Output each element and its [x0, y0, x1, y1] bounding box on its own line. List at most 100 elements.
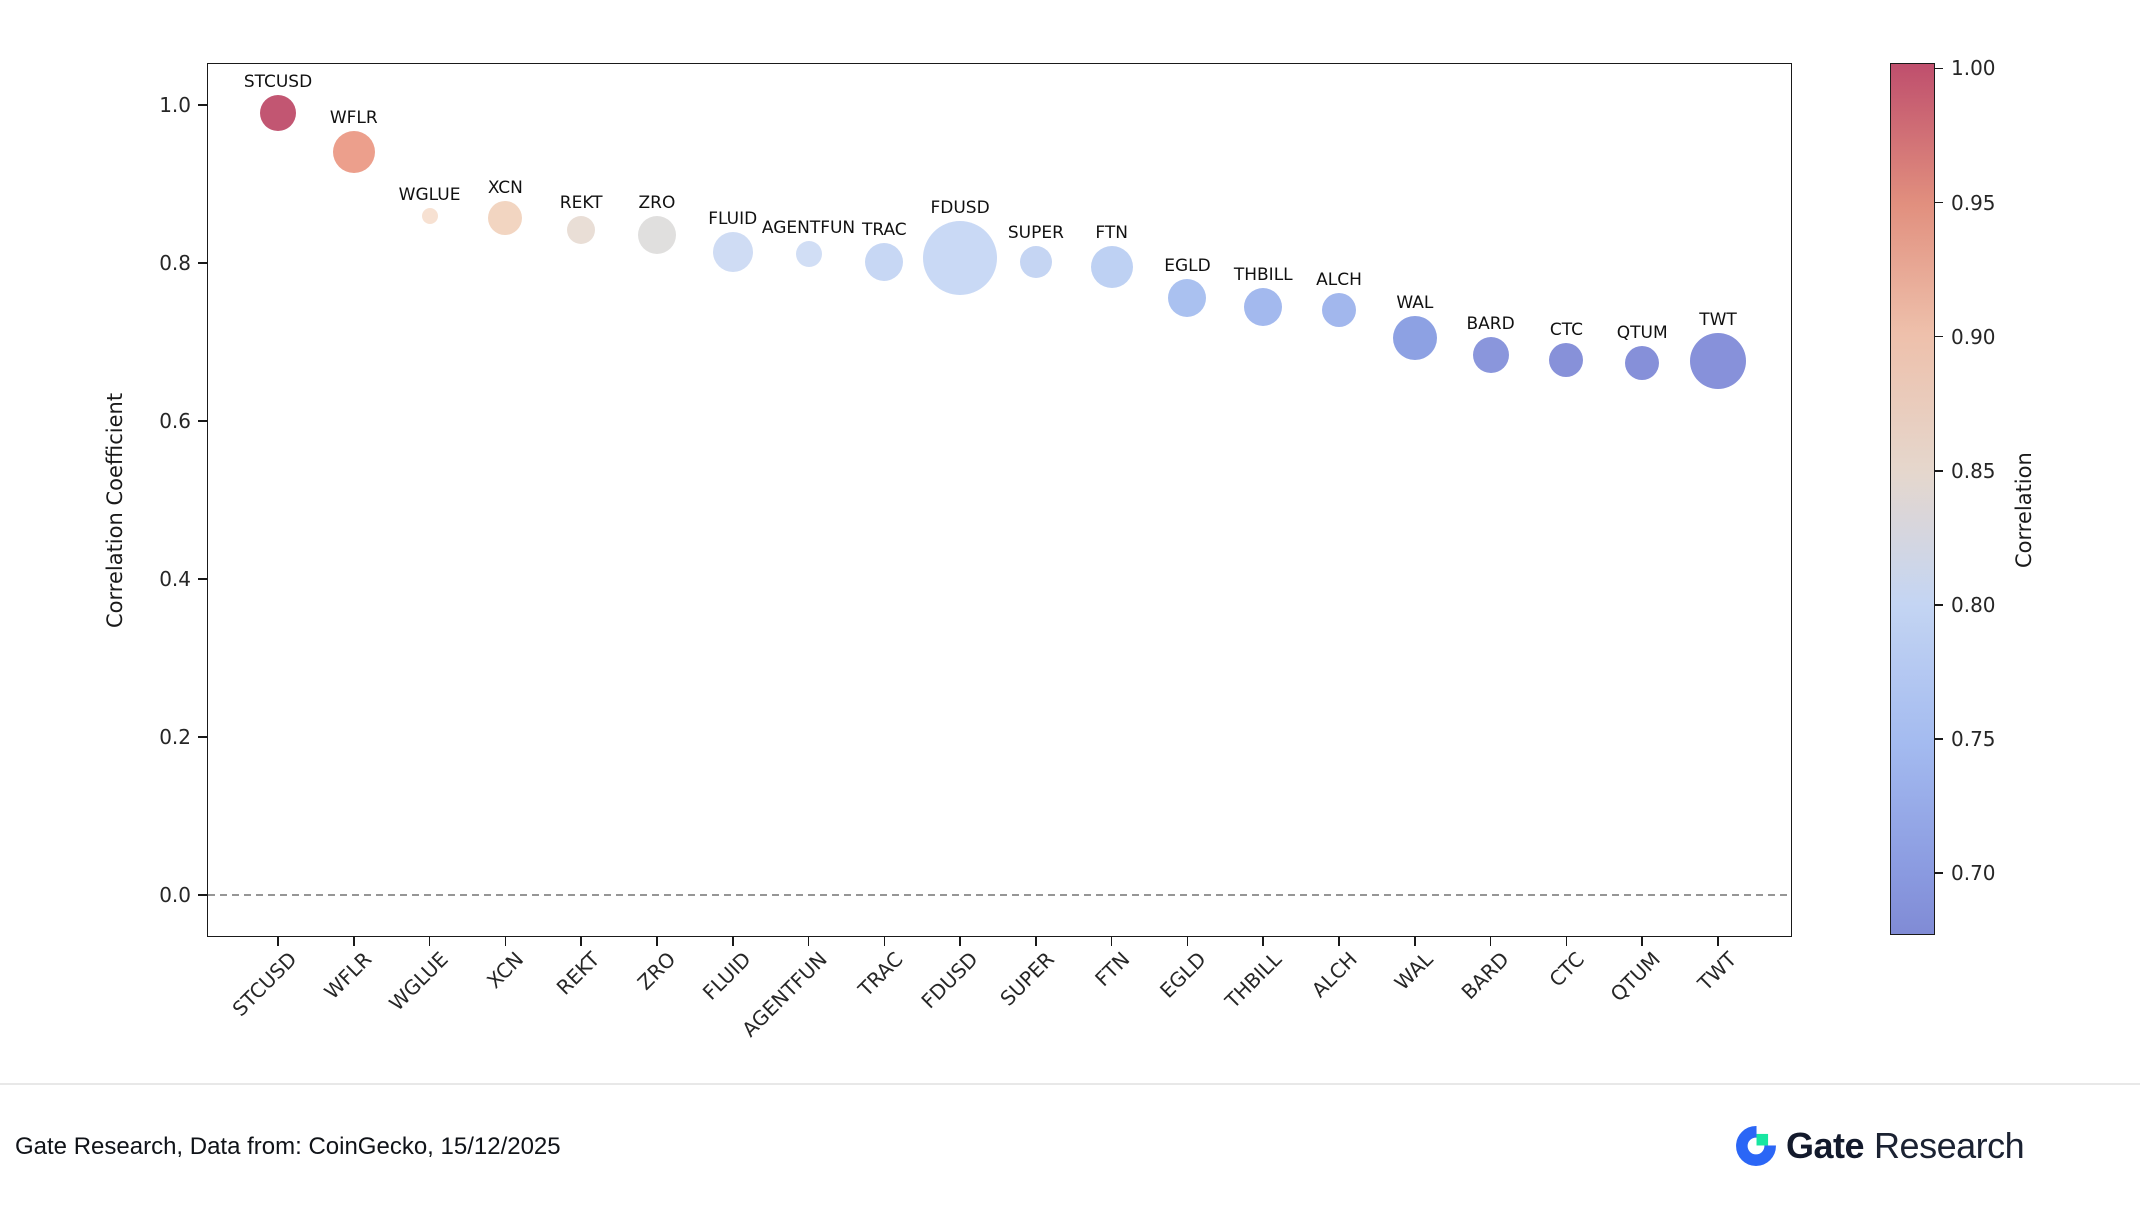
- x-axis-tick-label-text: ZRO: [632, 947, 680, 995]
- colorbar: [1890, 63, 1935, 935]
- data-point-label: FDUSD: [930, 198, 990, 219]
- colorbar-tick: [1935, 604, 1943, 606]
- x-axis-tick: [1414, 937, 1416, 946]
- plot-area: [207, 63, 1792, 937]
- x-axis-tick: [428, 937, 431, 946]
- x-axis-tick: [1262, 937, 1265, 946]
- x-axis-tick-label-text: FLUID: [698, 947, 756, 1005]
- data-point-agentfun: [795, 240, 822, 267]
- data-point-fluid: [712, 231, 753, 272]
- data-point-twt: [1690, 332, 1746, 389]
- y-axis-tick: [198, 420, 207, 422]
- colorbar-tick-label: 0.75: [1951, 727, 1996, 752]
- y-axis-tick-label: 0.6: [159, 409, 191, 433]
- data-point-label: REKT: [559, 192, 603, 213]
- brand-name-research: Research: [1874, 1125, 2025, 1166]
- data-point-ctc: [1549, 343, 1584, 378]
- x-axis-tick: [656, 937, 658, 946]
- x-axis-tick: [1565, 937, 1568, 946]
- x-axis-tick-label-text: TRAC: [853, 947, 908, 1002]
- data-point-bard: [1472, 336, 1509, 373]
- colorbar-tick-label: 1.00: [1951, 56, 1996, 81]
- x-axis-tick: [1338, 937, 1340, 946]
- data-point-ftn: [1090, 245, 1133, 288]
- data-point-zro: [637, 216, 676, 255]
- footer-divider: [0, 1083, 2140, 1085]
- y-axis-tick: [198, 104, 207, 106]
- colorbar-tick: [1935, 470, 1943, 472]
- x-axis-tick-label-text: WAL: [1390, 947, 1438, 995]
- brand-name-gate: Gate: [1786, 1125, 1865, 1166]
- x-axis-tick-label-text: ALCH: [1306, 947, 1363, 1003]
- data-point-label: QTUM: [1616, 323, 1668, 344]
- x-axis-tick-label-text: THBILL: [1220, 947, 1287, 1013]
- source-attribution: Gate Research, Data from: CoinGecko, 15/…: [15, 1133, 561, 1160]
- y-axis-title: Correlation Coefficient: [103, 392, 127, 628]
- y-axis-tick-label: 0.0: [159, 883, 191, 907]
- x-axis-tick: [1489, 937, 1492, 946]
- data-point-label: WFLR: [329, 108, 378, 129]
- data-point-label: FTN: [1095, 222, 1128, 243]
- data-point-label: BARD: [1466, 313, 1515, 334]
- colorbar-tick: [1935, 67, 1943, 70]
- colorbar-tick-label: 0.85: [1951, 458, 1996, 483]
- colorbar-tick: [1935, 335, 1943, 338]
- data-point-egld: [1168, 278, 1207, 317]
- data-point-label: XCN: [487, 177, 523, 198]
- x-axis-tick-label-text: FDUSD: [916, 947, 984, 1014]
- data-point-label: ALCH: [1316, 270, 1362, 291]
- data-point-alch: [1322, 293, 1357, 328]
- x-axis-tick: [352, 937, 355, 946]
- y-axis-tick: [198, 894, 207, 896]
- colorbar-tick-label: 0.80: [1951, 592, 1996, 617]
- y-axis-tick: [198, 736, 207, 738]
- x-axis-tick: [1641, 937, 1643, 946]
- colorbar-tick: [1935, 872, 1943, 875]
- x-axis-tick-label-text: EGLD: [1154, 947, 1211, 1003]
- colorbar-tick: [1935, 738, 1943, 740]
- x-axis-tick: [807, 937, 810, 946]
- data-point-wglue: [421, 207, 438, 224]
- y-axis-tick: [198, 578, 207, 580]
- y-axis-tick-label: 0.2: [159, 725, 191, 749]
- data-point-label: AGENTFUN: [761, 217, 856, 238]
- x-axis-tick-label-text: QTUM: [1605, 947, 1666, 1007]
- x-axis-tick: [504, 937, 507, 946]
- data-point-rekt: [567, 215, 596, 244]
- x-axis-tick-label-text: FTN: [1090, 947, 1135, 992]
- x-axis-tick: [1186, 937, 1189, 946]
- data-point-thbill: [1244, 288, 1283, 327]
- x-axis-tick-label-text: XCN: [482, 947, 529, 994]
- gate-research-logo: Gate Research: [1735, 1122, 2025, 1170]
- x-axis-tick-label-text: REKT: [551, 947, 605, 1000]
- data-point-label: WGLUE: [398, 184, 461, 205]
- x-axis-tick: [277, 937, 279, 946]
- data-point-trac: [865, 243, 904, 282]
- x-axis-tick: [731, 937, 734, 946]
- x-axis-tick: [1035, 937, 1037, 946]
- data-point-xcn: [488, 200, 523, 235]
- colorbar-tick: [1935, 201, 1943, 204]
- x-axis-tick-label-text: WFLR: [319, 947, 377, 1004]
- gate-logo-icon: [1736, 1125, 1777, 1166]
- data-point-wal: [1392, 316, 1437, 361]
- x-axis-tick-label-text: STCUSD: [227, 947, 301, 1021]
- x-axis-tick-label-text: CTC: [1544, 947, 1590, 992]
- x-axis-tick-label-text: TWT: [1692, 947, 1741, 996]
- data-point-label: SUPER: [1007, 223, 1064, 244]
- data-point-super: [1019, 246, 1052, 279]
- colorbar-tick-label: 0.70: [1951, 861, 1996, 886]
- data-point-label: TWT: [1699, 309, 1737, 330]
- data-point-fdusd: [923, 221, 998, 296]
- y-axis-tick-label: 0.8: [159, 251, 191, 275]
- y-axis-tick: [198, 262, 207, 264]
- x-axis-tick: [883, 937, 886, 946]
- data-point-label: EGLD: [1164, 255, 1211, 276]
- data-point-label: FLUID: [708, 208, 758, 229]
- colorbar-tick-label: 0.95: [1951, 190, 1996, 215]
- x-axis-tick: [1110, 937, 1113, 946]
- x-axis-tick-label-text: BARD: [1456, 947, 1514, 1005]
- x-axis-tick-label-text: WGLUE: [384, 947, 453, 1016]
- data-point-label: THBILL: [1233, 265, 1293, 286]
